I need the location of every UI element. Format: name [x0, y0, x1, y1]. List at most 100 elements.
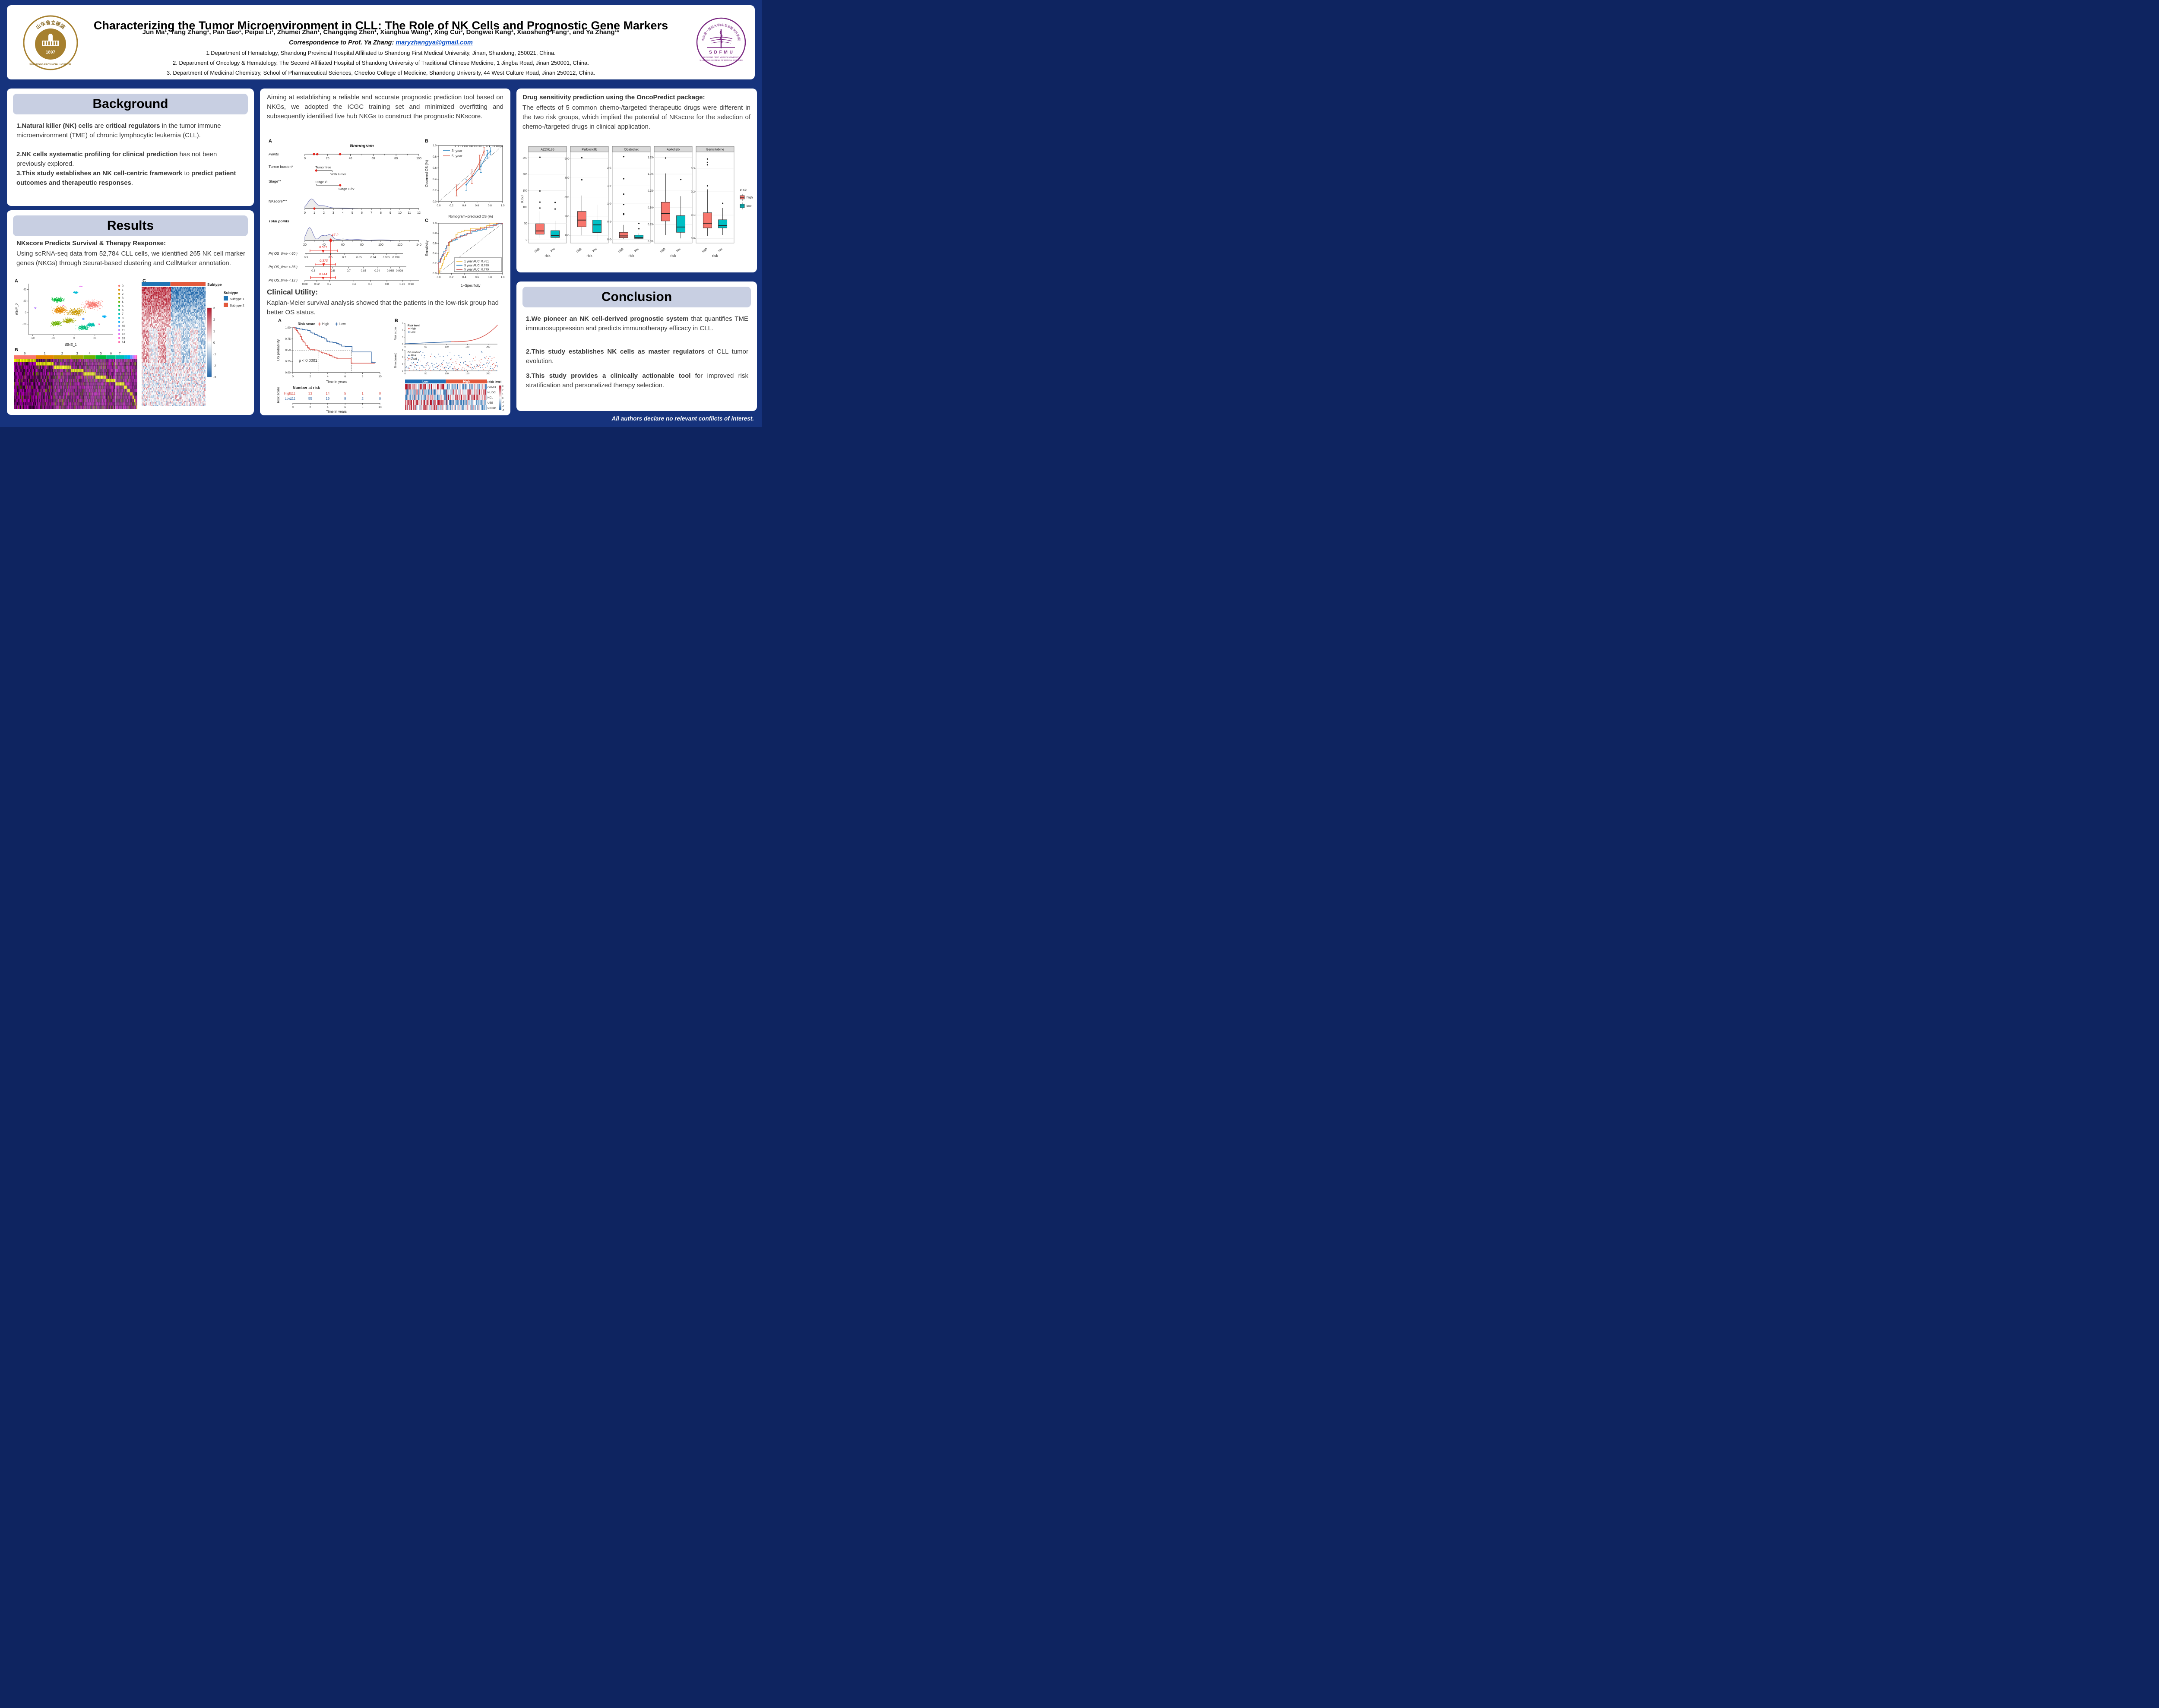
- svg-text:0.4: 0.4: [433, 178, 437, 181]
- svg-text:3: 3: [332, 212, 334, 215]
- svg-text:5: 5: [122, 305, 123, 308]
- affiliation-1: 1.Department of Hematology, Shandong Pro…: [206, 50, 556, 56]
- svg-text:0.6: 0.6: [475, 276, 479, 279]
- background-item-2: 2.NK cells systematic profiling for clin…: [16, 151, 217, 168]
- results-paragraph: Using scRNA-seq data from 52,784 CLL cel…: [16, 250, 245, 267]
- svg-text:Nomogram−prediced OS (%): Nomogram−prediced OS (%): [448, 215, 493, 218]
- svg-text:0.4: 0.4: [433, 252, 437, 255]
- svg-text:low: low: [718, 247, 723, 253]
- svg-text:High: High: [322, 322, 329, 326]
- svg-text:9: 9: [402, 323, 403, 325]
- sdfmu-logo-icon: 山东第一医科大学(山东省医学科学院) S D F M U SHANDONG FI…: [696, 17, 746, 67]
- svg-text:-1: -1: [502, 401, 504, 404]
- svg-text:1: 1: [502, 393, 503, 396]
- svg-text:150: 150: [522, 190, 527, 193]
- nkg-marker-heatmap: [14, 351, 137, 412]
- svg-text:Number at risk: Number at risk: [293, 386, 320, 390]
- svg-text:111: 111: [290, 392, 296, 395]
- authors-line: Jun Ma¹, Yang Zhang¹, Pan Gao¹, Peipei L…: [142, 28, 620, 36]
- svg-text:5−year: 5−year: [452, 154, 462, 158]
- svg-text:0.08: 0.08: [302, 283, 308, 286]
- results-card: Results NKscore Predicts Survival & Ther…: [7, 210, 254, 415]
- correspondence-email-link[interactable]: maryzhangya@gmail.com: [396, 39, 473, 46]
- svg-text:140: 140: [416, 244, 421, 247]
- left-logo-year: 1897: [46, 50, 56, 55]
- results-fig-b-label: B: [15, 348, 18, 353]
- subtype-heatmap: Subtype 3 2 1 0 -1 -2 -3 Subtype Subtype 1 Subtype…: [142, 282, 247, 410]
- svg-text:0: 0: [402, 370, 403, 373]
- svg-text:120: 120: [397, 244, 402, 247]
- svg-text:Risk level: Risk level: [408, 325, 420, 327]
- roc-fig-label: C: [425, 218, 428, 223]
- calibration-fig-label: B: [425, 139, 428, 144]
- results-subheading: NKscore Predicts Survival & Therapy Resp…: [16, 240, 166, 247]
- svg-text:0: 0: [526, 238, 527, 241]
- svg-text:250: 250: [522, 157, 527, 160]
- svg-text:100: 100: [564, 234, 569, 237]
- svg-text:-2: -2: [502, 405, 504, 408]
- svg-text:UBB: UBB: [488, 402, 493, 405]
- svg-text:10: 10: [398, 212, 402, 215]
- svg-text:0.6: 0.6: [433, 242, 437, 245]
- svg-text:0.12: 0.12: [314, 283, 320, 286]
- affiliation-3: 3. Department of Medicinal Chemistry, Sc…: [166, 70, 595, 76]
- svg-text:0.2: 0.2: [433, 189, 437, 192]
- svg-text:risk: risk: [586, 253, 592, 258]
- svg-text:1: 1: [313, 212, 315, 215]
- svg-text:0: 0: [502, 397, 503, 400]
- svg-text:500: 500: [564, 158, 569, 161]
- svg-text:Low: Low: [339, 322, 346, 326]
- svg-text:high: high: [618, 247, 624, 253]
- svg-text:1.0: 1.0: [500, 204, 504, 207]
- drug-paragraph: The effects of 5 common chemo-/targeted …: [522, 104, 750, 130]
- svg-text:0.75: 0.75: [285, 338, 291, 341]
- conclusion-heading: Conclusion: [601, 290, 672, 304]
- svg-text:low: low: [592, 247, 598, 253]
- svg-text:0.998: 0.998: [396, 269, 403, 272]
- svg-text:1.0: 1.0: [607, 202, 611, 206]
- svg-text:0: 0: [25, 312, 27, 314]
- svg-text:10: 10: [378, 375, 382, 378]
- svg-text:300: 300: [564, 196, 569, 199]
- svg-text:0.5: 0.5: [607, 220, 611, 223]
- svg-text:Tumor free: Tumor free: [315, 165, 331, 169]
- svg-text:33: 33: [308, 392, 312, 395]
- svg-text:Time in years: Time in years: [326, 380, 347, 384]
- svg-text:OS status: OS status: [408, 351, 420, 354]
- svg-text:Pr( OS_time < 60 ): Pr( OS_time < 60 ): [269, 252, 298, 256]
- svg-text:12: 12: [417, 212, 421, 215]
- svg-text:11: 11: [408, 212, 411, 215]
- svg-text:0: 0: [402, 343, 403, 346]
- svg-text:Subtype 2: Subtype 2: [230, 304, 244, 307]
- conclusion-item-3: 3.This study provides a clinically actio…: [526, 372, 749, 389]
- svg-text:0.3: 0.3: [304, 256, 308, 259]
- svg-text:low: low: [676, 247, 681, 253]
- svg-text:tSNE_2: tSNE_2: [15, 303, 19, 315]
- svg-text:-50: -50: [31, 337, 35, 340]
- svg-text:Stage III/IV: Stage III/IV: [339, 187, 355, 191]
- svg-text:risk: risk: [740, 188, 747, 192]
- svg-text:0: 0: [404, 346, 405, 348]
- svg-text:0: 0: [379, 392, 381, 395]
- svg-text:20: 20: [303, 244, 307, 247]
- svg-text:0.4: 0.4: [462, 276, 466, 279]
- svg-text:CIRBP: CIRBP: [488, 407, 496, 410]
- svg-text:tSNE_1: tSNE_1: [65, 343, 77, 347]
- svg-text:47.2: 47.2: [332, 233, 339, 237]
- svg-text:0.3: 0.3: [311, 269, 315, 272]
- results-heading: Results: [107, 218, 154, 233]
- km-fig-label: A: [278, 318, 282, 323]
- svg-text:0.8: 0.8: [488, 204, 492, 207]
- svg-text:0.0: 0.0: [433, 200, 437, 203]
- svg-text:With tumor: With tumor: [330, 172, 346, 176]
- svg-text:2: 2: [213, 319, 215, 322]
- svg-text:40: 40: [322, 244, 326, 247]
- svg-text:80: 80: [360, 244, 364, 247]
- svg-text:4: 4: [327, 406, 329, 409]
- svg-text:Nomogram: Nomogram: [350, 143, 374, 149]
- nomogram-fig-label: A: [269, 139, 272, 144]
- svg-text:1.00: 1.00: [648, 173, 653, 176]
- svg-text:50: 50: [424, 346, 427, 348]
- svg-text:150: 150: [465, 346, 469, 348]
- svg-text:0.0: 0.0: [607, 238, 611, 241]
